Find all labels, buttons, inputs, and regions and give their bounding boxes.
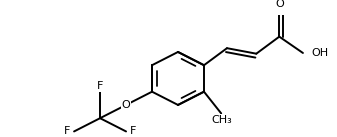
Text: F: F bbox=[130, 126, 136, 136]
Text: F: F bbox=[64, 126, 70, 136]
Text: O: O bbox=[275, 0, 284, 8]
Text: OH: OH bbox=[311, 48, 328, 58]
Text: O: O bbox=[122, 100, 130, 110]
Text: F: F bbox=[97, 81, 103, 91]
Text: CH₃: CH₃ bbox=[212, 115, 233, 125]
